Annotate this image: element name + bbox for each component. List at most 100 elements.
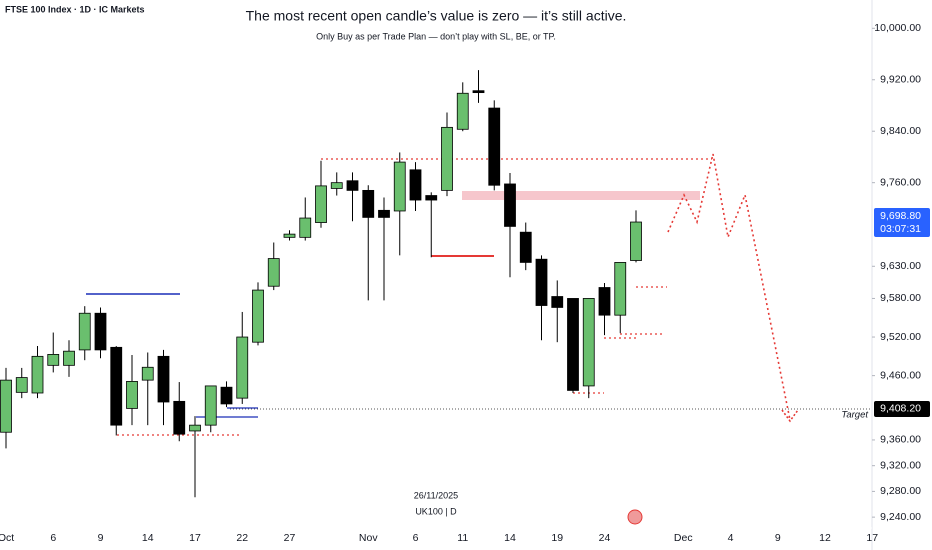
candle-body — [236, 336, 249, 399]
candle-body — [346, 180, 359, 191]
candle-body — [598, 287, 611, 316]
candle — [141, 352, 154, 426]
candle-body — [204, 385, 217, 426]
candle — [614, 262, 627, 334]
candle-body — [393, 161, 406, 212]
x-tick-label: 17 — [189, 532, 201, 544]
candle — [299, 197, 312, 241]
candle — [267, 242, 280, 291]
candle — [472, 70, 485, 103]
candle — [220, 381, 233, 408]
y-tick-label: 9,360.00 — [880, 434, 921, 446]
candle — [425, 192, 438, 258]
chart-title: The most recent open candle’s value is z… — [246, 8, 627, 24]
chart-subtitle: Only Buy as per Trade Plan — don’t play … — [316, 31, 556, 41]
target-price-label: 9,408.20 — [880, 403, 921, 415]
candle-body — [78, 312, 91, 351]
candle-body — [378, 209, 390, 218]
candle-body — [614, 262, 627, 316]
candle — [346, 172, 359, 222]
candle — [78, 306, 91, 361]
x-tick-label: 11 — [457, 532, 468, 544]
candle — [504, 173, 516, 278]
y-tick-label: 9,240.00 — [880, 511, 921, 523]
countdown-label: 03:07:31 — [880, 223, 921, 235]
candle-body — [157, 355, 170, 403]
x-tick-label: Oct — [0, 532, 14, 544]
supply-zone — [462, 191, 700, 200]
candle-body — [189, 424, 201, 432]
candle-body — [252, 289, 264, 343]
candle — [535, 255, 548, 341]
candle-body — [299, 217, 312, 238]
candle — [173, 382, 186, 442]
last-price-box — [874, 208, 930, 238]
candle-body — [47, 354, 60, 366]
date-label: 26/11/2025 — [414, 490, 458, 500]
candle-body — [283, 233, 296, 238]
candle — [31, 346, 44, 399]
candle-body — [456, 92, 469, 130]
candle — [630, 210, 642, 263]
target-text: Target — [841, 409, 868, 420]
candle-body — [472, 90, 485, 94]
projection-path — [667, 153, 791, 421]
candle — [126, 355, 138, 426]
candle-body — [315, 185, 327, 223]
candle-body — [94, 312, 107, 351]
candle — [441, 112, 453, 197]
y-tick-label: 9,840.00 — [880, 125, 921, 137]
candle — [393, 152, 406, 256]
candle — [362, 185, 375, 301]
x-tick-label: 14 — [142, 532, 154, 544]
candle-body — [441, 126, 453, 191]
y-tick-label: 10,000.00 — [874, 22, 921, 34]
x-tick-label: Nov — [359, 532, 378, 544]
candle-body — [173, 400, 186, 435]
candle — [283, 230, 296, 241]
candle — [15, 367, 28, 399]
y-tick-label: 9,280.00 — [880, 485, 921, 497]
candle — [598, 283, 611, 336]
candle — [252, 282, 264, 346]
candle-body — [551, 296, 564, 308]
x-tick-label: 24 — [599, 532, 611, 544]
candle-body — [330, 182, 343, 189]
x-tick-label: 9 — [98, 532, 104, 544]
tv-icon[interactable] — [627, 509, 643, 525]
x-tick-label: 17 — [866, 532, 878, 544]
y-tick-label: 9,580.00 — [880, 292, 921, 304]
target-price-box — [874, 400, 930, 417]
y-tick-label: 9,520.00 — [880, 331, 921, 343]
candle-body — [31, 355, 44, 394]
projection-arrowhead — [781, 409, 799, 423]
candle — [47, 332, 60, 373]
y-tick-label: 9,760.00 — [880, 176, 921, 188]
candle-body — [488, 107, 501, 186]
symbol-label: UK100 | D — [415, 506, 457, 516]
candle-body — [126, 381, 138, 409]
x-tick-label: 19 — [551, 532, 563, 544]
candle-body — [567, 298, 579, 391]
candle-body — [110, 346, 123, 426]
candle-body — [535, 258, 548, 306]
candle — [63, 340, 75, 377]
candle-body — [630, 221, 642, 261]
candle-body — [582, 298, 595, 387]
candle — [519, 222, 532, 271]
y-tick-label: 9,320.00 — [880, 459, 921, 471]
candle — [189, 416, 201, 498]
candle — [488, 100, 501, 191]
candle — [157, 349, 170, 426]
drawings — [86, 153, 799, 436]
candle — [330, 172, 343, 196]
candle — [456, 82, 469, 132]
candle-body — [0, 379, 12, 433]
x-tick-label: 6 — [50, 532, 56, 544]
candle-body — [362, 189, 375, 218]
candle-body — [267, 258, 280, 287]
symbol-header: FTSE 100 Index · 1D · IC Markets — [5, 4, 145, 14]
candle — [409, 162, 422, 211]
